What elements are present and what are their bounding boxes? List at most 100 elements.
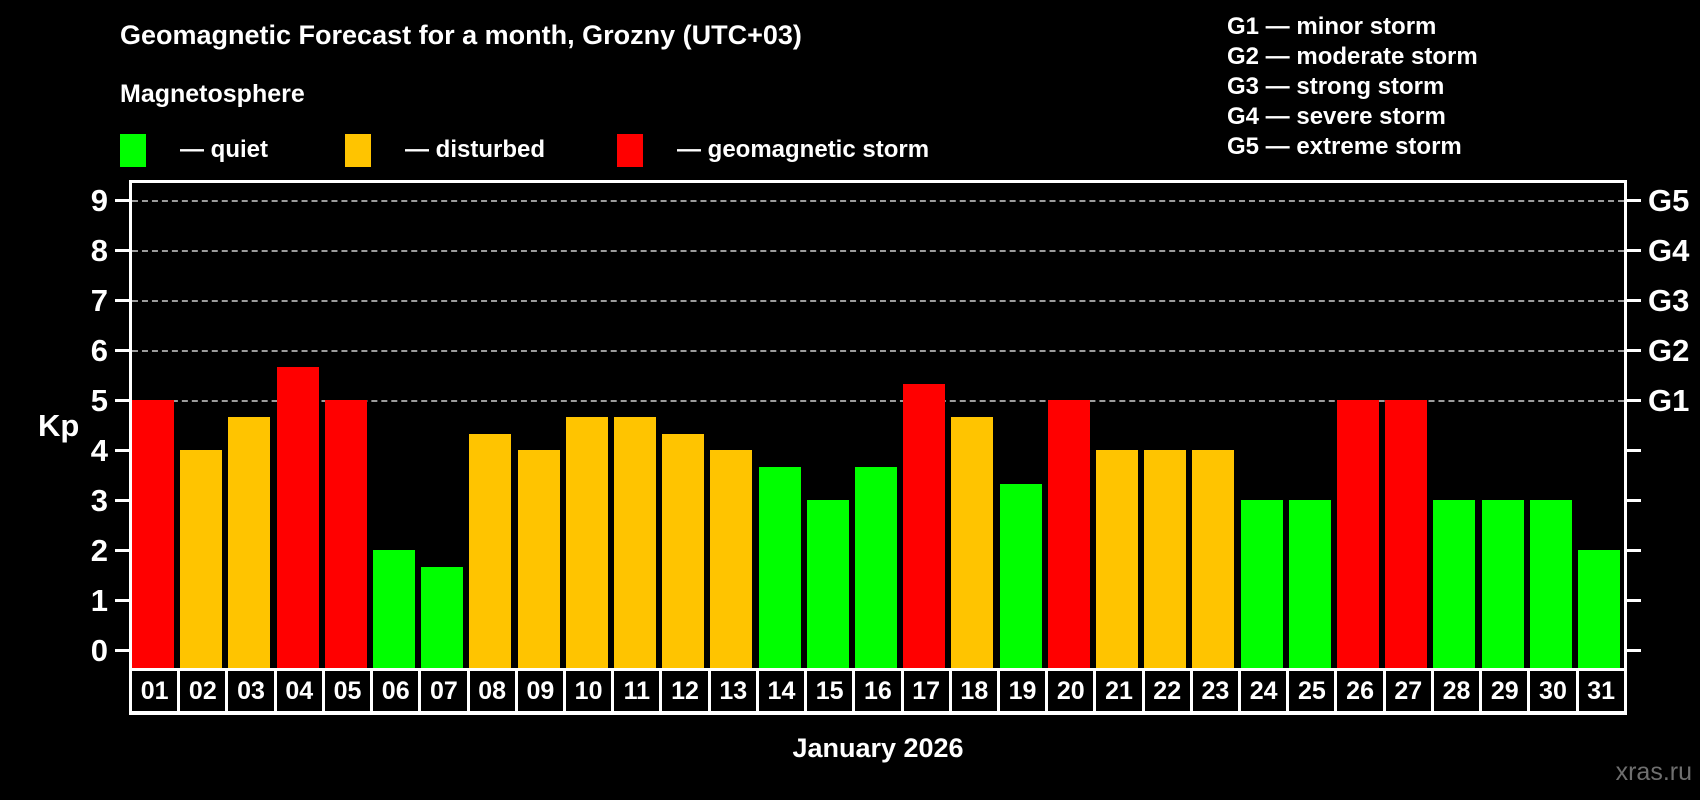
left-tick-kp4: [115, 449, 131, 452]
y-tick-label-2: 2: [90, 533, 108, 568]
bar-day-25: [1288, 500, 1331, 668]
day-label-05: 05: [321, 671, 370, 711]
right-tick-kp4: [1625, 449, 1641, 452]
y-tick-label-7: 7: [90, 283, 108, 318]
right-axis-label-g4: G4: [1648, 233, 1690, 268]
day-label-15: 15: [804, 671, 852, 711]
x-axis-day-labels: 01 02 03 04 05 06 07 08 09 10 11 12 13 14 15 16 17 18 19 20…: [129, 668, 1627, 715]
bar-day-05: [324, 400, 367, 668]
plot-area: [129, 180, 1627, 668]
legend-storm-label: — geomagnetic storm: [677, 136, 930, 163]
right-axis-label-g2: G2: [1648, 333, 1690, 368]
right-tick-kp0: [1625, 649, 1641, 652]
day-label-26: 26: [1334, 671, 1382, 711]
day-label-08: 08: [466, 671, 515, 711]
right-tick-kp6: [1625, 349, 1641, 352]
bar-day-17: [903, 383, 946, 668]
gridline-kp7: [132, 300, 1624, 302]
bar-day-14: [758, 466, 801, 668]
x-axis-title: January 2026: [792, 733, 964, 763]
bar-day-10: [565, 416, 608, 668]
day-label-20: 20: [1045, 671, 1093, 711]
day-label-22: 22: [1141, 671, 1190, 711]
bar-day-06: [373, 550, 416, 668]
watermark: xras.ru: [1615, 758, 1692, 786]
y-tick-label-1: 1: [90, 583, 108, 618]
storm-scale-legend: G1 — minor storm G2 — moderate storm G3 …: [1227, 12, 1478, 162]
day-label-16: 16: [852, 671, 900, 711]
left-tick-kp8: [115, 249, 131, 252]
left-tick-kp5: [115, 399, 131, 402]
bar-day-23: [1192, 450, 1235, 668]
right-tick-kp9: [1625, 199, 1641, 202]
bar-day-11: [614, 416, 657, 668]
gridline-kp6: [132, 350, 1624, 352]
bar-day-12: [662, 433, 705, 668]
day-label-01: 01: [140, 676, 169, 705]
gridline-kp5: [132, 400, 1624, 402]
left-tick-kp7: [115, 299, 131, 302]
right-axis-label-g5: G5: [1648, 183, 1690, 218]
bar-day-02: [180, 450, 223, 668]
legend-quiet-label: — quiet: [180, 136, 268, 163]
day-label-04: 04: [273, 671, 322, 711]
right-tick-kp7: [1625, 299, 1641, 302]
bar-day-15: [806, 500, 849, 668]
y-tick-label-8: 8: [90, 233, 108, 268]
bar-day-03: [228, 416, 271, 668]
left-tick-kp6: [115, 349, 131, 352]
bar-day-01: [132, 400, 175, 668]
bar-day-09: [517, 450, 560, 668]
day-label-06: 06: [370, 671, 418, 711]
bar-day-19: [999, 483, 1042, 668]
storm-scale-g4: G4 — severe storm: [1227, 103, 1446, 130]
bar-day-24: [1240, 500, 1283, 668]
day-label-11: 11: [611, 671, 659, 711]
day-label-17: 17: [900, 671, 949, 711]
legend-item-quiet: — quiet: [120, 133, 268, 167]
left-tick-kp9: [115, 199, 131, 202]
disturbed-color-swatch: [345, 133, 371, 167]
legend-item-storm: — geomagnetic storm: [617, 133, 929, 167]
day-label-13: 13: [707, 671, 756, 711]
day-label-28: 28: [1430, 671, 1479, 711]
right-tick-kp2: [1625, 549, 1641, 552]
bar-day-18: [951, 416, 994, 668]
gridline-kp9: [132, 200, 1624, 202]
day-label-23: 23: [1189, 671, 1238, 711]
day-label-30: 30: [1527, 671, 1575, 711]
left-tick-kp3: [115, 499, 131, 502]
bar-day-29: [1481, 500, 1524, 668]
left-tick-kp1: [115, 599, 131, 602]
day-label-19: 19: [996, 671, 1045, 711]
y-tick-label-0: 0: [90, 633, 108, 668]
bar-day-20: [1047, 400, 1090, 668]
bar-day-30: [1529, 500, 1572, 668]
day-label-07: 07: [418, 671, 466, 711]
bar-day-08: [469, 433, 512, 668]
day-label-24: 24: [1238, 671, 1286, 711]
right-tick-kp5: [1625, 399, 1641, 402]
legend-item-disturbed: — disturbed: [345, 133, 545, 167]
bar-day-04: [276, 366, 319, 668]
storm-scale-g2: G2 — moderate storm: [1227, 43, 1478, 70]
right-tick-kp1: [1625, 599, 1641, 602]
bar-day-21: [1095, 450, 1138, 668]
bar-day-27: [1385, 400, 1428, 668]
bar-day-07: [421, 566, 464, 668]
storm-scale-g5: G5 — extreme storm: [1227, 133, 1462, 160]
y-tick-label-9: 9: [90, 183, 108, 218]
right-tick-kp8: [1625, 249, 1641, 252]
day-label-12: 12: [659, 671, 707, 711]
left-tick-kp0: [115, 649, 131, 652]
day-label-21: 21: [1093, 671, 1141, 711]
y-tick-label-3: 3: [90, 483, 108, 518]
day-label-09: 09: [514, 671, 563, 711]
left-tick-kp2: [115, 549, 131, 552]
storm-scale-g1: G1 — minor storm: [1227, 13, 1437, 40]
quiet-color-swatch: [120, 133, 146, 167]
day-label-10: 10: [562, 671, 611, 711]
day-label-29: 29: [1479, 671, 1527, 711]
right-tick-kp3: [1625, 499, 1641, 502]
